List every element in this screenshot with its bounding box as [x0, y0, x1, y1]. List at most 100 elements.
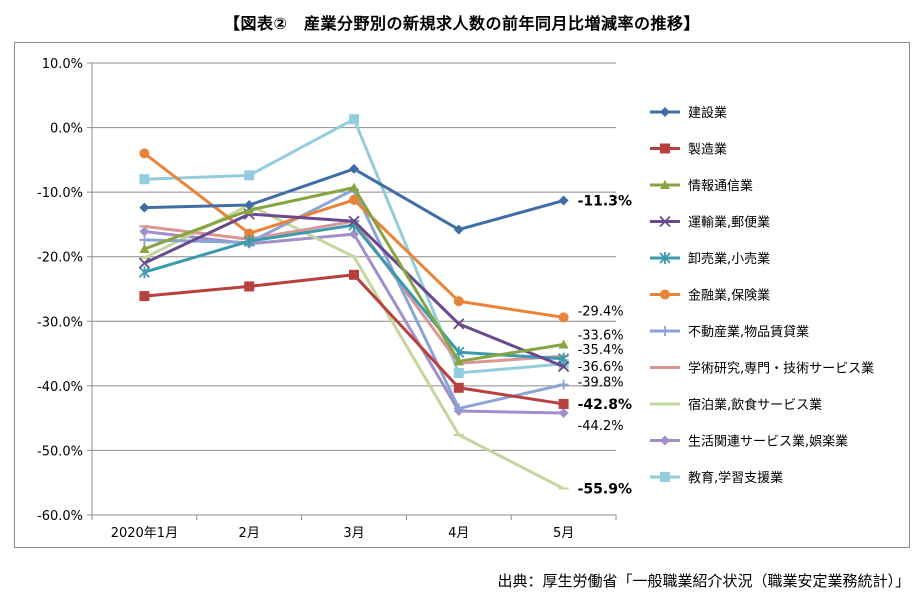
x-tick-label: 2月: [239, 526, 260, 541]
data-point: [453, 382, 464, 393]
data-point: [349, 194, 359, 205]
data-point: [139, 226, 150, 237]
data-point: [558, 312, 569, 323]
data-point: [660, 180, 670, 189]
series-10: [139, 114, 569, 378]
legend-entry: 生活関連サービス業,娯楽業: [650, 434, 848, 450]
legend-entry: 卸売業,小売業: [650, 251, 770, 267]
legend-label: 生活関連サービス業,娯楽業: [688, 434, 848, 450]
data-point: [558, 339, 569, 349]
series-0: [139, 163, 569, 235]
data-point: [659, 215, 671, 228]
data-label: -29.4%: [578, 304, 624, 319]
data-label: -36.6%: [578, 360, 624, 375]
data-point: [453, 403, 464, 414]
data-point: [349, 229, 359, 240]
series-line: [143, 203, 565, 490]
data-point: [244, 228, 255, 239]
data-point: [659, 252, 671, 264]
legend-label: 情報通信業: [688, 178, 753, 194]
data-point: [139, 291, 150, 302]
data-point: [558, 379, 569, 390]
x-tick-label: 5月: [553, 526, 574, 541]
y-tick-label: -60.0%: [37, 509, 83, 524]
data-point: [138, 266, 151, 279]
data-point: [660, 326, 670, 336]
data-point: [244, 281, 255, 292]
data-label: -39.8%: [578, 376, 624, 391]
data-point: [453, 356, 464, 366]
y-tick-label: -10.0%: [37, 186, 83, 201]
y-tick-label: 0.0%: [50, 122, 83, 137]
data-point: [558, 398, 569, 409]
data-point: [349, 182, 359, 192]
legend-entry: 製造業: [650, 142, 727, 158]
data-point: [138, 257, 151, 269]
data-point: [139, 148, 150, 159]
legend-label: 教育,学習支援業: [688, 470, 783, 486]
data-point: [139, 243, 150, 253]
legend-label: 宿泊業,飲食サービス業: [688, 397, 822, 413]
legend-entry: 宿泊業,飲食サービス業: [650, 397, 822, 413]
series-line: [143, 223, 564, 361]
data-point: [244, 200, 255, 211]
data-label: -44.2%: [578, 419, 624, 434]
data-point: [348, 215, 360, 227]
data-point: [139, 202, 150, 213]
legend-entry: 金融業,保険業: [650, 288, 770, 304]
data-label: -42.8%: [578, 397, 632, 413]
data-point: [558, 195, 569, 206]
chart-title: 【図表② 産業分野別の新規求人数の前年同月比増減率の推移】: [223, 14, 701, 33]
y-tick-label: -50.0%: [37, 444, 83, 459]
legend-label: 建設業: [688, 105, 727, 121]
data-point: [244, 170, 255, 181]
data-point: [453, 296, 464, 307]
x-tick-label: 2020年1月: [111, 526, 178, 541]
legend-entry: 建設業: [650, 105, 727, 121]
data-point: [453, 224, 464, 235]
series-6: [139, 184, 569, 414]
data-point: [660, 143, 670, 154]
data-label: -55.9%: [578, 482, 632, 498]
legend-entry: 不動産業,物品賃貸業: [650, 324, 809, 340]
legend-entry: 教育,学習支援業: [650, 470, 783, 486]
legend-label: 運輸業,郵便業: [688, 215, 770, 231]
y-tick-label: -20.0%: [37, 251, 83, 266]
y-tick-label: -30.0%: [37, 315, 83, 330]
data-point: [558, 407, 569, 418]
data-point: [349, 114, 359, 125]
series-line: [144, 117, 564, 375]
x-tick-label: 3月: [343, 526, 364, 541]
data-point: [453, 318, 465, 330]
data-point: [453, 367, 464, 378]
series-8: [139, 203, 569, 490]
legend-entry: 学術研究,専門・技術サービス業: [650, 361, 874, 377]
data-point: [139, 234, 150, 245]
data-point: [243, 235, 255, 248]
x-tick-label: 4月: [448, 526, 469, 541]
data-label: -11.3%: [578, 194, 632, 210]
legend-label: 学術研究,専門・技術サービス業: [688, 361, 874, 377]
data-point: [660, 435, 670, 446]
data-label: -35.4%: [578, 343, 624, 358]
chart-frame: [14, 42, 910, 548]
data-point: [349, 163, 359, 174]
legend-entry: 情報通信業: [650, 178, 753, 194]
legend-label: 不動産業,物品賃貸業: [688, 324, 809, 340]
legend-label: 金融業,保険業: [688, 288, 770, 304]
data-point: [660, 472, 670, 482]
legend-label: 卸売業,小売業: [688, 251, 770, 267]
data-point: [139, 174, 150, 185]
source-note: 出典：厚生労働省「一般職業紹介状況（職業安定業務統計）」: [497, 572, 910, 590]
data-point: [660, 289, 670, 300]
data-point: [349, 269, 359, 280]
legend-entry: 運輸業,郵便業: [650, 215, 770, 231]
series-1: [139, 269, 569, 409]
legend-label: 製造業: [688, 142, 727, 158]
data-label: -33.6%: [578, 329, 624, 344]
data-point: [660, 107, 670, 117]
data-point: [557, 360, 570, 373]
y-tick-label: 10.0%: [42, 57, 83, 72]
y-tick-label: -40.0%: [37, 380, 83, 395]
